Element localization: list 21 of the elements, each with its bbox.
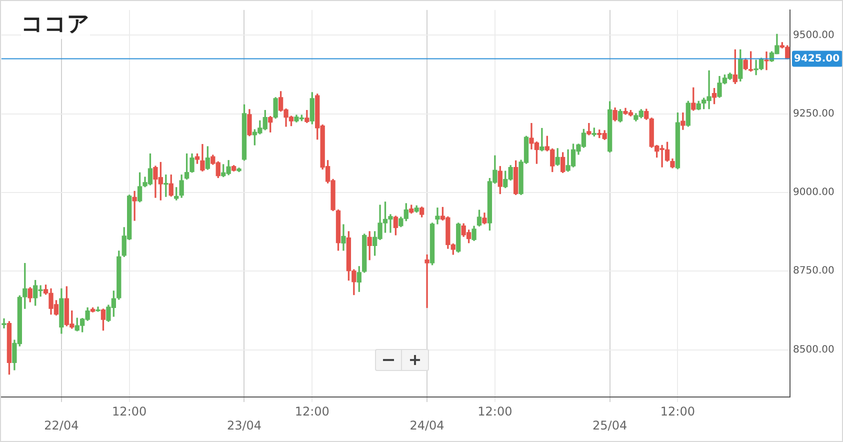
y-tick-label: 8500.00 (793, 344, 834, 356)
candlestick (435, 208, 440, 224)
x-tick-label: 22/04 (44, 418, 79, 433)
candlestick (540, 128, 544, 152)
candlestick (764, 52, 769, 70)
y-tick-label: 9000.00 (793, 187, 834, 198)
x-tick-label: 23/04 (226, 418, 262, 433)
y-tick-label: 9250.00 (793, 108, 834, 120)
candlestick (424, 254, 430, 308)
y-tick-label: 9500.00 (793, 30, 834, 41)
candlestick (132, 190, 137, 221)
x-tick-label: 12:00 (478, 404, 512, 418)
x-tick-label: 25/04 (592, 418, 628, 433)
y-tick-label: 8750.00 (793, 266, 834, 277)
ref-line-label: 9425.00 (794, 53, 840, 64)
x-tick-label: 12:00 (112, 404, 147, 418)
candlestick (2, 318, 6, 328)
x-tick-label: 12:00 (660, 404, 696, 418)
x-tick-label: 24/04 (410, 418, 444, 433)
x-tick-label: 12:00 (294, 404, 330, 418)
chart-title: ココア (21, 9, 90, 39)
